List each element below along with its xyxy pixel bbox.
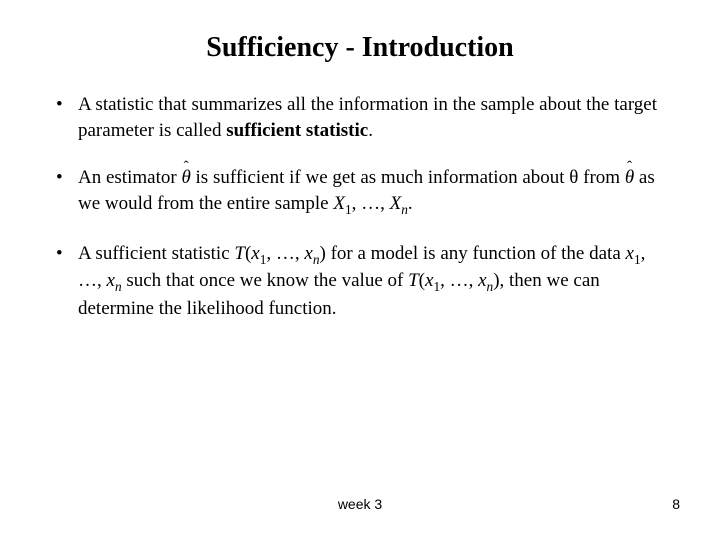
b3-seq3: , …, xyxy=(440,270,478,291)
b2-end: . xyxy=(408,193,413,214)
b3-T2: T xyxy=(408,270,419,291)
b3-x1b: x xyxy=(626,243,634,264)
slide: Sufficiency - Introduction A statistic t… xyxy=(0,0,720,540)
footer-center: week 3 xyxy=(0,496,720,512)
b3-sub1b: 1 xyxy=(634,251,641,266)
b2-subn: n xyxy=(401,202,408,217)
footer-page-number: 8 xyxy=(672,496,680,512)
theta-hat-icon: θ xyxy=(181,165,190,191)
b2-sub1: 1 xyxy=(345,202,352,217)
b3-seq1: , …, xyxy=(266,243,304,264)
bullet-list: A statistic that summarizes all the info… xyxy=(50,92,670,322)
b1-text-2: . xyxy=(368,120,373,141)
theta-hat-icon-2: θ xyxy=(625,165,634,191)
b3-T: T xyxy=(234,243,245,264)
b3-text-2: for a model is any function of the data xyxy=(326,243,626,264)
b3-x1: x xyxy=(251,243,259,264)
b3-text-3: such that once we know the value of xyxy=(122,270,409,291)
b1-bold: sufficient statistic xyxy=(226,120,368,141)
b3-xn: x xyxy=(304,243,312,264)
b2-Xn: X xyxy=(390,193,402,214)
b3-text-1: A sufficient statistic xyxy=(78,243,234,264)
bullet-1: A statistic that summarizes all the info… xyxy=(50,92,670,143)
bullet-3: A sufficient statistic T(x1, …, xn) for … xyxy=(50,241,670,322)
bullet-2: An estimator θ is sufficient if we get a… xyxy=(50,165,670,218)
b2-X1: X xyxy=(333,193,345,214)
b2-comma: , …, xyxy=(352,193,390,214)
b3-subnb: n xyxy=(115,279,122,294)
slide-title: Sufficiency - Introduction xyxy=(50,32,670,64)
b2-text-1: An estimator xyxy=(78,167,181,188)
b2-text-2: is sufficient if we get as much informat… xyxy=(191,167,625,188)
b3-xnb: x xyxy=(107,270,115,291)
b3-xnc: x xyxy=(478,270,486,291)
